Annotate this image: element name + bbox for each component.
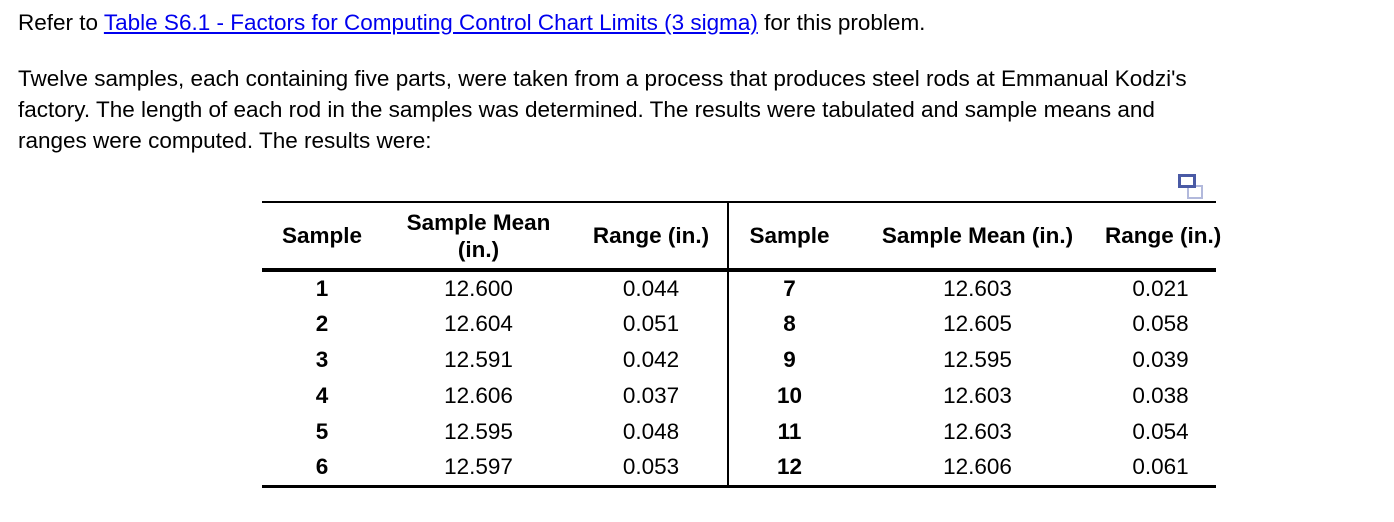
table-row: 3 12.591 0.042 9 12.595 0.039 (262, 342, 1216, 378)
col-header-sample-right: Sample (727, 202, 850, 272)
table-row: 1 12.600 0.044 7 12.603 0.021 (262, 270, 1216, 306)
range-cell: 0.053 (622, 454, 680, 480)
table-row: 2 12.604 0.051 8 12.605 0.058 (262, 306, 1216, 342)
range-cell: 0.044 (622, 276, 680, 301)
sample-mean-cell: 12.595 (943, 347, 1012, 372)
sample-number-cell: 9 (727, 342, 850, 378)
copy-icon[interactable] (1178, 174, 1203, 199)
col-header-sample-left: Sample (262, 202, 382, 272)
range-cell: 0.039 (1132, 347, 1189, 372)
sample-mean-cell: 12.600 (444, 276, 513, 301)
range-cell: 0.054 (1132, 419, 1189, 444)
range-cell: 0.037 (622, 383, 680, 408)
sample-mean-cell: 12.597 (444, 454, 513, 480)
range-cell: 0.021 (1132, 276, 1189, 301)
sample-number-cell: 11 (727, 414, 850, 450)
range-cell: 0.038 (1132, 383, 1189, 408)
samples-table: Sample Sample Mean (in.) Range (in.) Sam… (262, 201, 1221, 488)
sample-number-cell: 4 (315, 383, 329, 408)
sample-number-cell: 5 (315, 419, 329, 444)
sample-mean-cell: 12.595 (444, 419, 513, 444)
table-row: 6 12.597 0.053 12 12.606 0.061 (262, 450, 1216, 486)
sample-number-cell: 1 (315, 276, 329, 301)
range-cell: 0.051 (622, 311, 680, 336)
sample-number-cell: 12 (727, 450, 850, 486)
table-s6-1-link[interactable]: Table S6.1 - Factors for Computing Contr… (103, 10, 758, 35)
sample-number-cell: 8 (727, 306, 850, 342)
problem-description-line: Twelve samples, each containing five par… (18, 66, 1187, 91)
table-row: 5 12.595 0.048 11 12.603 0.054 (262, 414, 1216, 450)
col-header-sample-mean-right: Sample Mean (in.) (850, 202, 1105, 272)
sample-mean-cell: 12.603 (943, 383, 1012, 408)
col-header-range-left: Range (in.) (575, 202, 728, 272)
table-row: 4 12.606 0.037 10 12.603 0.038 (262, 378, 1216, 414)
sample-mean-cell: 12.605 (943, 311, 1012, 336)
samples-table-section: Sample Sample Mean (in.) Range (in.) Sam… (262, 174, 1221, 488)
sample-mean-cell: 12.604 (444, 311, 513, 336)
sample-mean-cell: 12.603 (943, 419, 1012, 444)
sample-number-cell: 7 (727, 270, 850, 306)
header-row: Sample Sample Mean (in.) Range (in.) Sam… (262, 202, 1221, 272)
problem-description: Twelve samples, each containing five par… (18, 63, 1380, 156)
sample-number-cell: 2 (315, 311, 329, 336)
range-cell: 0.058 (1132, 311, 1189, 336)
sample-number-cell: 10 (727, 378, 850, 414)
sample-mean-cell: 12.591 (444, 347, 513, 372)
sample-mean-cell: 12.606 (444, 383, 513, 408)
range-cell: 0.042 (622, 347, 680, 372)
range-cell: 0.061 (1132, 454, 1189, 480)
sample-number-cell: 3 (315, 347, 329, 372)
copy-icon-front-rect (1178, 174, 1196, 188)
sample-number-cell: 6 (315, 454, 329, 480)
problem-intro: Refer to Table S6.1 - Factors for Comput… (18, 8, 1376, 37)
col-header-sample-mean-left: Sample Mean (in.) (382, 202, 575, 272)
problem-description-line: factory. The length of each rod in the s… (18, 97, 1155, 122)
range-cell: 0.048 (622, 419, 680, 444)
intro-prefix: Refer to (18, 10, 104, 35)
intro-suffix: for this problem. (757, 10, 926, 35)
sample-mean-cell: 12.603 (943, 276, 1012, 301)
sample-mean-cell: 12.606 (943, 454, 1012, 480)
problem-description-line: ranges were computed. The results were: (18, 128, 432, 153)
col-header-range-right: Range (in.) (1105, 202, 1221, 272)
